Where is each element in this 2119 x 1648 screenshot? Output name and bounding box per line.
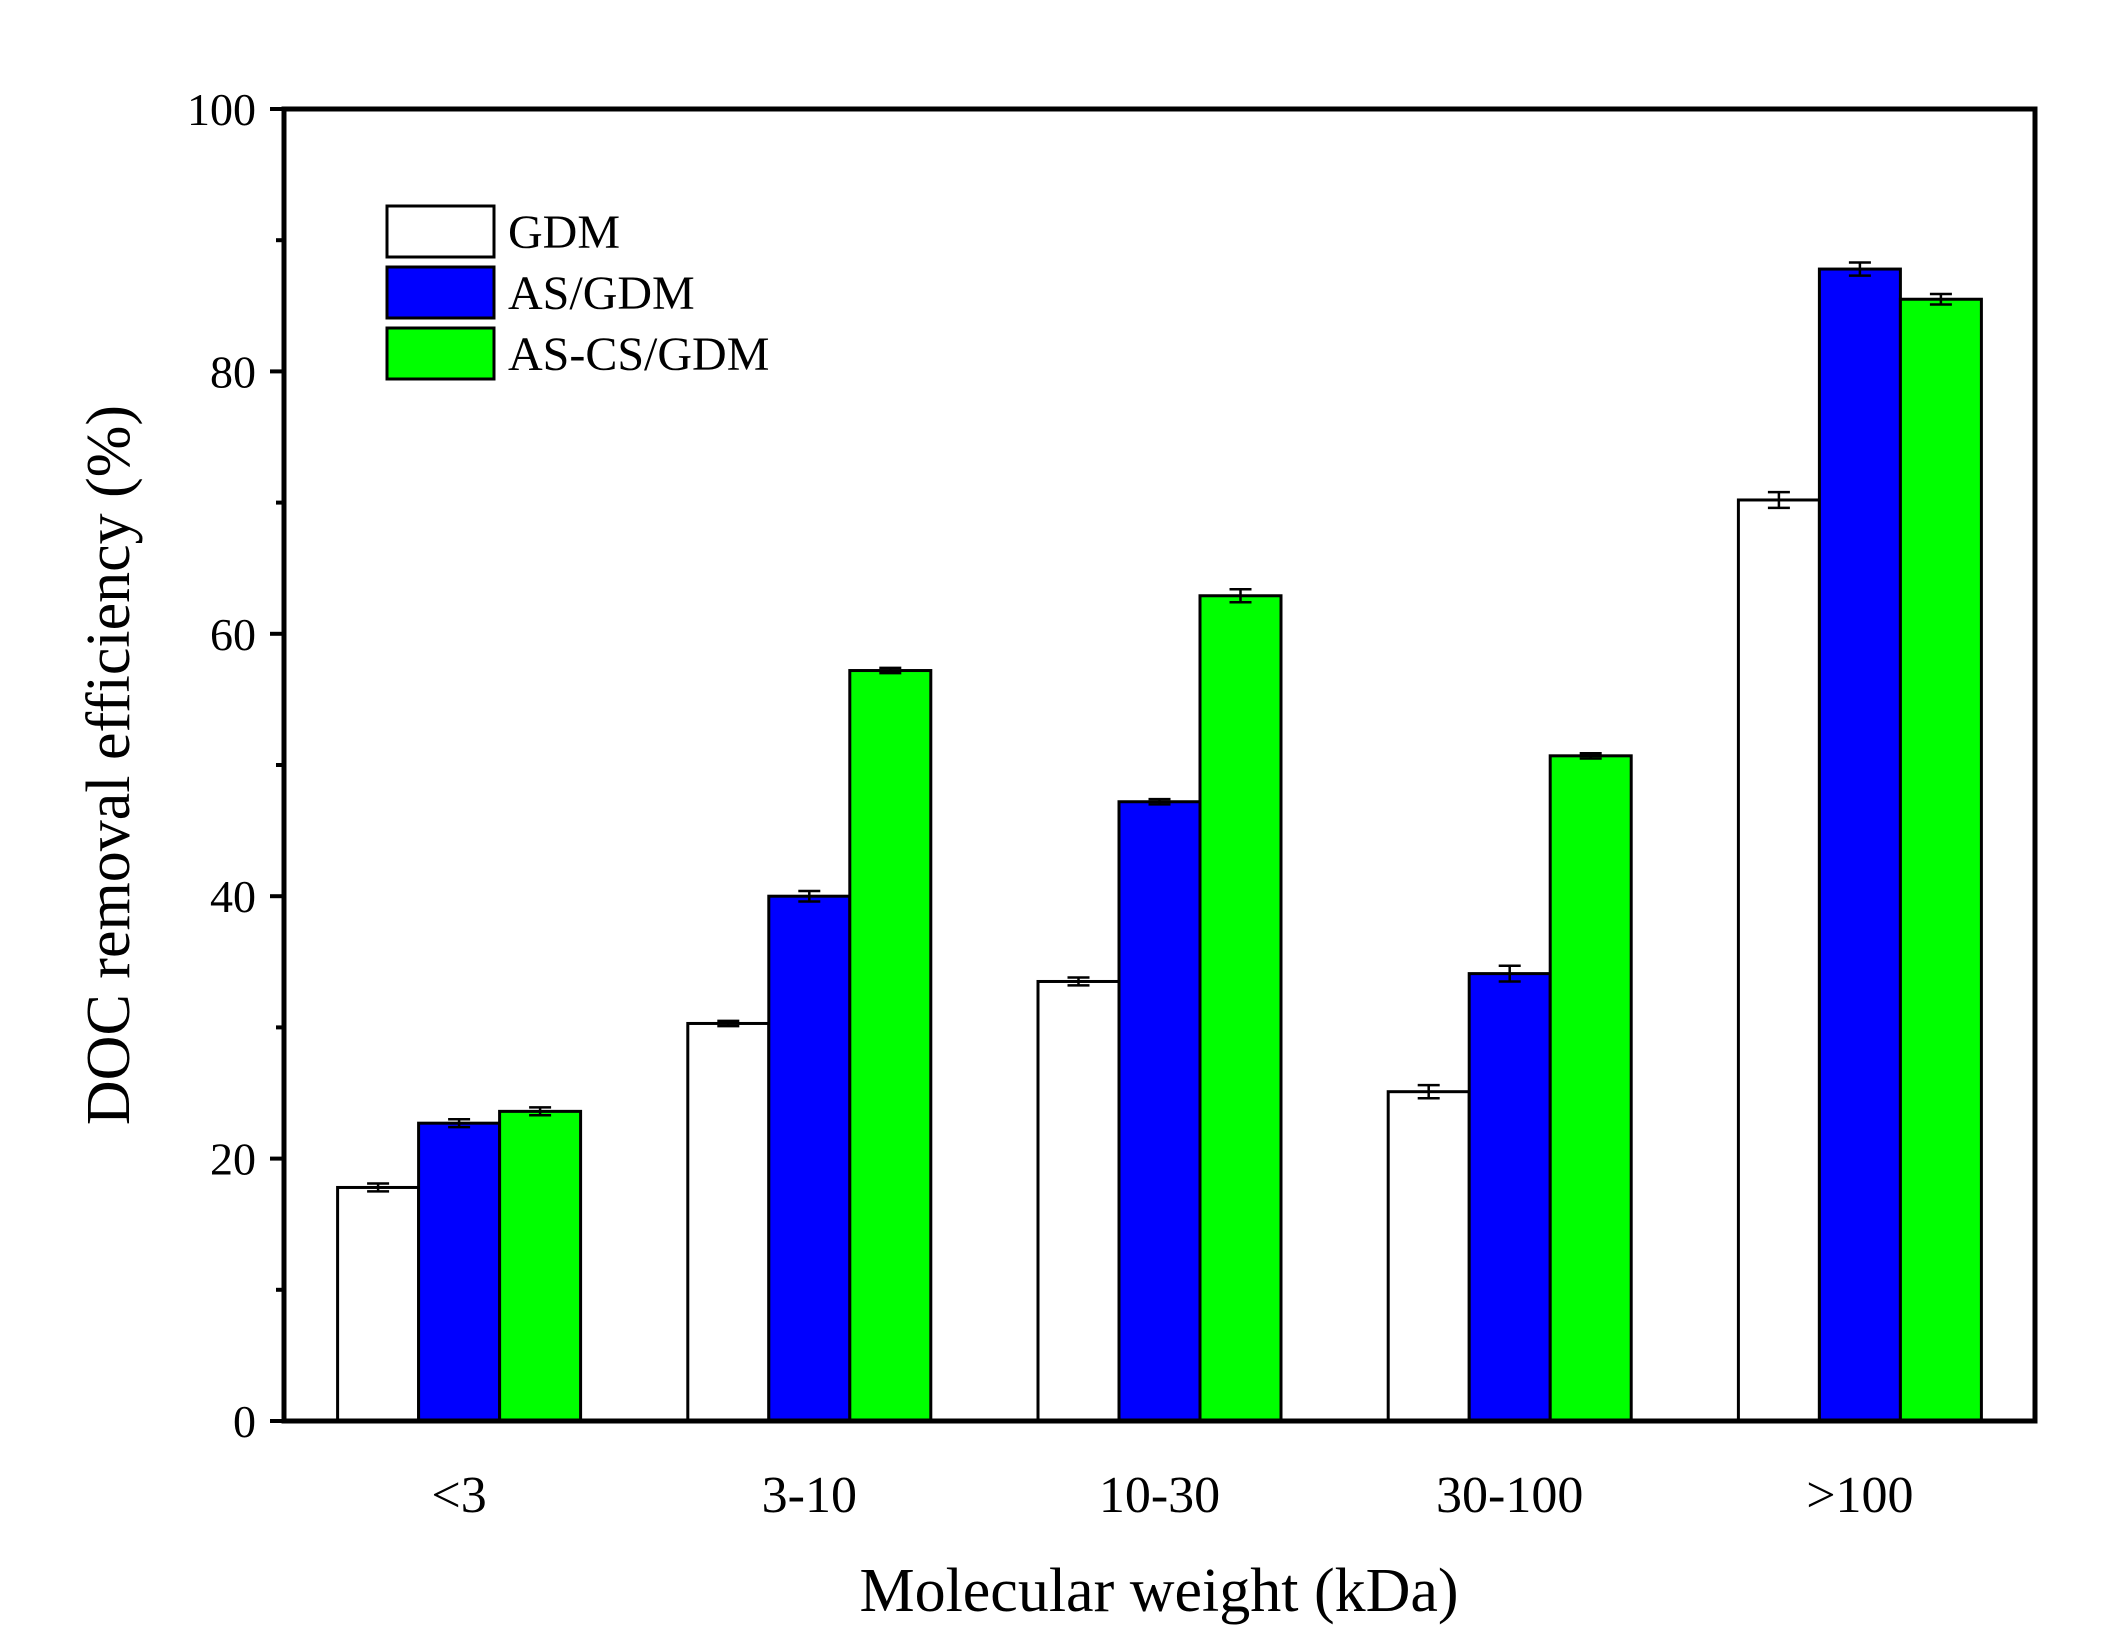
y-tick-label-60: 60: [210, 609, 256, 660]
bar-gdm-lt-3: [336, 1185, 421, 1423]
error-bar-gdm-3-10: [717, 1019, 740, 1028]
error-bar-gdm-gt-100: [1767, 490, 1790, 510]
error-bar-gdm-lt-3: [367, 1182, 390, 1193]
x-category-label-3-10: 3-10: [762, 1467, 857, 1524]
error-bar-as-gdm-lt-3: [448, 1117, 471, 1129]
y-tick-label-80: 80: [210, 346, 256, 397]
x-axis-title: Molecular weight (kDa): [859, 1557, 1458, 1625]
error-bar-as-gdm-3-10: [798, 889, 821, 903]
bar-as-cs-gdm-3-10: [848, 669, 933, 1423]
error-bar-gdm-30-100: [1417, 1083, 1440, 1100]
error-bar-as-gdm-30-100: [1498, 964, 1521, 983]
bar-as-gdm-lt-3: [417, 1121, 502, 1423]
x-category-label-lt-3: <3: [431, 1467, 486, 1524]
bar-as-cs-gdm-10-30: [1198, 594, 1283, 1423]
error-bars: [367, 261, 1952, 1193]
y-tick-label-40: 40: [210, 871, 256, 922]
x-category-label-10-30: 10-30: [1099, 1467, 1220, 1524]
legend-label-as-cs-gdm: AS-CS/GDM: [508, 328, 769, 381]
bar-as-cs-gdm-lt-3: [498, 1109, 583, 1423]
error-bar-as-cs-gdm-lt-3: [529, 1106, 552, 1117]
error-bar-as-cs-gdm-3-10: [879, 666, 902, 675]
x-category-label-gt-100: >100: [1806, 1467, 1913, 1524]
bar-as-gdm-10-30: [1117, 800, 1202, 1423]
error-bar-as-gdm-10-30: [1148, 797, 1171, 806]
legend-swatch-as-gdm: [385, 265, 496, 320]
bar-as-gdm-3-10: [767, 894, 852, 1423]
error-bar-gdm-10-30: [1067, 976, 1090, 987]
error-bar-as-cs-gdm-30-100: [1579, 751, 1602, 760]
y-axis-title: DOC removal efficiency (%): [75, 405, 143, 1125]
legend: GDM AS/GDM AS-CS/GDM: [385, 204, 769, 381]
legend-label-as-gdm: AS/GDM: [508, 267, 695, 320]
y-tick-labels: 0 20 40 60 80 100: [187, 84, 256, 1447]
bar-as-cs-gdm-gt-100: [1898, 297, 1983, 1423]
bar-gdm-3-10: [686, 1021, 771, 1423]
y-tick-label-20: 20: [210, 1134, 256, 1185]
error-bar-as-cs-gdm-10-30: [1229, 587, 1252, 604]
x-category-labels: <3 3-10 10-30 30-100 >100: [431, 1467, 1913, 1524]
plot-frame: [281, 106, 2038, 1424]
bar-as-cs-gdm-30-100: [1548, 754, 1633, 1423]
bar-gdm-gt-100: [1736, 498, 1821, 1423]
bar-as-gdm-gt-100: [1817, 267, 1902, 1423]
y-tick-label-0: 0: [233, 1396, 256, 1447]
legend-swatch-as-cs-gdm: [385, 326, 496, 381]
bar-gdm-30-100: [1386, 1090, 1471, 1423]
legend-swatch-gdm: [385, 204, 496, 259]
x-category-label-30-100: 30-100: [1436, 1467, 1583, 1524]
bar-gdm-10-30: [1036, 979, 1121, 1423]
bar-as-gdm-30-100: [1467, 972, 1552, 1423]
y-tick-label-100: 100: [187, 84, 256, 135]
error-bar-as-gdm-gt-100: [1848, 261, 1871, 277]
legend-label-gdm: GDM: [508, 206, 620, 259]
error-bar-as-cs-gdm-gt-100: [1929, 292, 1952, 306]
